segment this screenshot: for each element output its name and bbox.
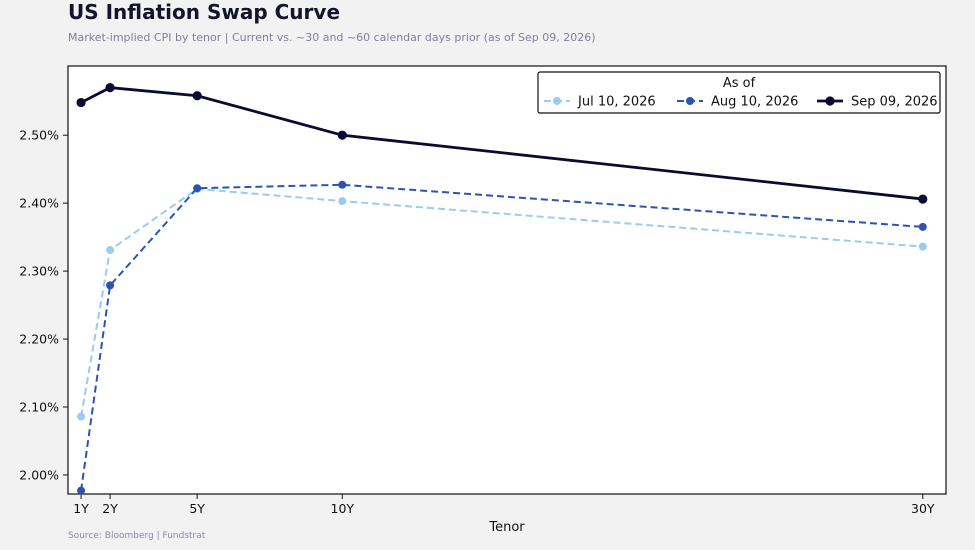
- series-3: [76, 83, 928, 204]
- x-tick-label: 30Y: [911, 501, 935, 516]
- data-point: [76, 97, 86, 108]
- legend-title: As of: [723, 76, 756, 91]
- legend-label: Sep 09, 2026: [851, 95, 938, 110]
- series-lines: [76, 83, 928, 495]
- series-line: [80, 183, 923, 491]
- y-tick-label: 2.20%: [19, 332, 59, 347]
- series-2: [77, 180, 927, 495]
- data-point: [192, 91, 202, 101]
- chart-subtitle: Market-implied CPI by tenor | Current vs…: [68, 31, 596, 44]
- data-point: [338, 180, 347, 189]
- data-point: [105, 83, 115, 93]
- data-point: [918, 194, 928, 204]
- data-point: [918, 222, 927, 231]
- data-point: [77, 412, 86, 421]
- x-tick-label: 5Y: [189, 501, 205, 516]
- data-point: [918, 242, 927, 251]
- legend-item: Aug 10, 2026: [677, 95, 798, 110]
- x-axis: 1Y 2Y 5Y 10Y 30Y: [73, 494, 935, 516]
- y-axis: 2.00% 2.10% 2.20% 2.30% 2.40% 2.50%: [19, 128, 68, 482]
- y-tick-label: 2.30%: [19, 264, 59, 279]
- x-tick-label: 2Y: [102, 501, 118, 516]
- legend-label: Aug 10, 2026: [711, 95, 798, 110]
- x-axis-label: Tenor: [488, 520, 525, 535]
- source-note: Source: Bloomberg | Fundstrat: [68, 531, 206, 541]
- y-tick-label: 2.00%: [19, 467, 59, 482]
- x-tick-label: 10Y: [331, 501, 355, 516]
- legend-swatch-marker: [686, 97, 694, 105]
- data-point: [193, 184, 202, 193]
- legend-swatch-marker: [825, 96, 835, 106]
- data-point: [106, 281, 115, 290]
- chart-title: US Inflation Swap Curve: [68, 0, 341, 24]
- y-tick-label: 2.50%: [19, 128, 59, 143]
- data-point: [338, 197, 347, 206]
- data-point: [106, 246, 115, 255]
- plot-area: [67, 65, 947, 495]
- y-tick-label: 2.40%: [19, 196, 59, 211]
- x-tick-label: 1Y: [73, 501, 89, 516]
- y-tick-label: 2.10%: [19, 400, 59, 415]
- legend: As of Jul 10, 2026 Aug 10, 2026 Sep 09, 20…: [537, 71, 941, 114]
- legend-swatch-marker: [553, 97, 561, 105]
- legend-label: Jul 10, 2026: [577, 95, 656, 110]
- legend-item: Sep 09, 2026: [817, 95, 938, 110]
- data-point: [77, 486, 86, 495]
- legend-box: [537, 71, 941, 114]
- data-point: [337, 130, 347, 140]
- legend-item: Jul 10, 2026: [544, 95, 656, 110]
